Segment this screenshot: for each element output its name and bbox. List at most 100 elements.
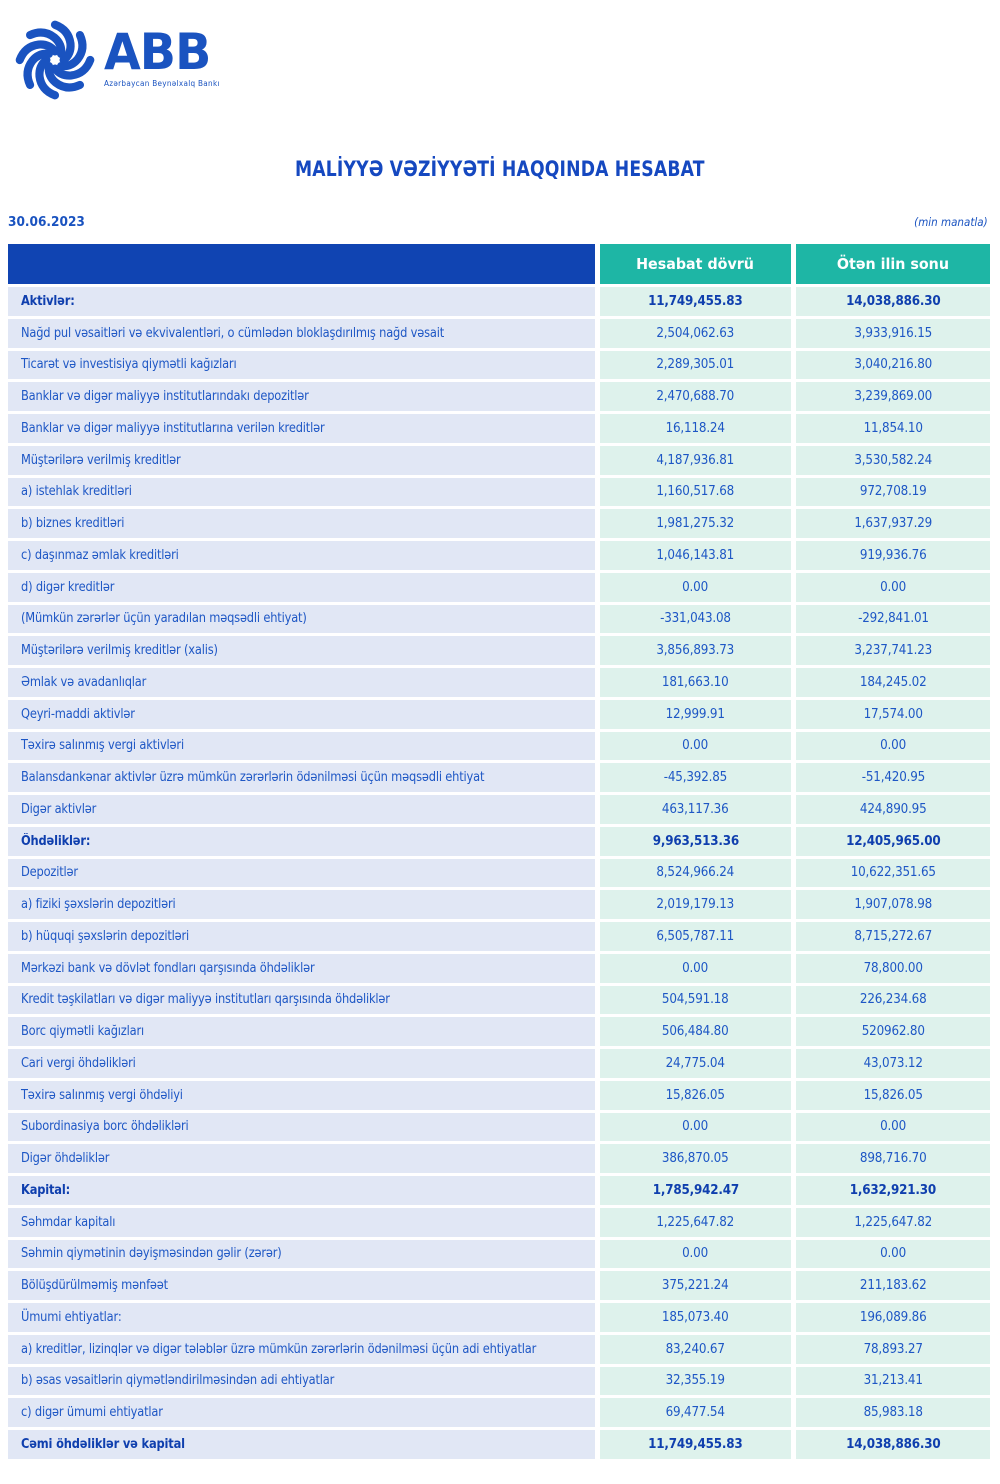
- value-previous: 226,234.68: [796, 985, 990, 1015]
- value-previous: 43,073.12: [796, 1049, 990, 1078]
- row-label: Banklar və digər maliyyə institutlarında…: [8, 382, 595, 411]
- value-previous: 919,936.76: [796, 541, 990, 570]
- value-current: 375,221.24: [600, 1271, 791, 1300]
- value-previous: 196,089.86: [796, 1303, 990, 1332]
- value-previous: 14,038,886.30: [796, 287, 990, 316]
- value-previous: 17,574.00: [796, 699, 990, 729]
- row-label: Aktivlər:: [8, 287, 595, 316]
- value-current: 1,160,517.68: [600, 477, 791, 507]
- value-previous: 10,622,351.65: [796, 858, 990, 888]
- page-title: MALİYYƏ VƏZİYYƏTİ HAQQINDA HESABAT: [295, 157, 705, 181]
- row-label: Ticarət və investisiya qiymətli kağızlar…: [8, 350, 595, 380]
- row-label: d) digər kreditlər: [8, 572, 595, 602]
- value-previous: 78,893.27: [796, 1334, 990, 1364]
- value-current: 0.00: [600, 731, 791, 761]
- row-label: Əmlak və avadanlıqlar: [8, 668, 595, 697]
- row-label: Kapital:: [8, 1176, 595, 1205]
- value-previous: 15,826.05: [796, 1080, 990, 1110]
- row-label: Bölüşdürülməmiş mənfəət: [8, 1271, 595, 1300]
- meta-row: 30.06.2023 (min manatla): [8, 214, 988, 230]
- value-current: 11,749,455.83: [600, 287, 791, 316]
- abb-pinwheel-icon: [15, 20, 95, 100]
- row-label: Qeyri-maddi aktivlər: [8, 699, 595, 729]
- value-previous: 424,890.95: [796, 795, 990, 824]
- value-previous: 3,040,216.80: [796, 350, 990, 380]
- row-label: Təxirə salınmış vergi öhdəliyi: [8, 1080, 595, 1110]
- value-current: 4,187,936.81: [600, 445, 791, 475]
- value-previous: 211,183.62: [796, 1271, 990, 1300]
- row-label: Cari vergi öhdəlikləri: [8, 1049, 595, 1078]
- row-label: (Mümkün zərərlər üçün yaradılan məqsədli…: [8, 604, 595, 634]
- value-previous: 12,405,965.00: [796, 826, 990, 856]
- value-current: 0.00: [600, 1112, 791, 1142]
- row-label: Müştərilərə verilmiş kreditlər (xalis): [8, 636, 595, 665]
- row-label: Borc qiymətli kağızları: [8, 1017, 595, 1046]
- row-label: Depozitlər: [8, 858, 595, 888]
- row-label: c) digər ümumi ehtiyatlar: [8, 1398, 595, 1427]
- row-label: c) daşınmaz əmlak kreditləri: [8, 541, 595, 570]
- row-label: b) hüquqi şəxslərin depozitləri: [8, 922, 595, 951]
- value-previous: 85,983.18: [796, 1398, 990, 1427]
- brand-subtitle: Azərbaycan Beynəlxalq Bankı: [104, 79, 220, 89]
- column-header-previous: Ötən ilin sonu: [796, 244, 990, 284]
- header-spacer-cell: [8, 244, 595, 284]
- value-current: -45,392.85: [600, 763, 791, 792]
- value-previous: 184,245.02: [796, 668, 990, 697]
- row-label: Kredit təşkilatları və digər maliyyə ins…: [8, 985, 595, 1015]
- column-header-current-label: Hesabat dövrü: [636, 255, 755, 273]
- value-previous: 78,800.00: [796, 953, 990, 983]
- value-current: 24,775.04: [600, 1049, 791, 1078]
- value-previous: 1,632,921.30: [796, 1176, 990, 1205]
- value-previous: 3,933,916.15: [796, 318, 990, 348]
- value-current: 2,019,179.13: [600, 890, 791, 919]
- row-label: Ümumi ehtiyatlar:: [8, 1303, 595, 1332]
- logo-text: ABB Azərbaycan Beynəlxalq Bankı: [104, 26, 223, 89]
- value-previous: 0.00: [796, 1239, 990, 1269]
- value-current: 504,591.18: [600, 985, 791, 1015]
- value-current: -331,043.08: [600, 604, 791, 634]
- value-current: 1,046,143.81: [600, 541, 791, 570]
- row-label: Təxirə salınmış vergi aktivləri: [8, 731, 595, 761]
- value-previous: 31,213.41: [796, 1366, 990, 1396]
- value-current: 1,981,275.32: [600, 509, 791, 538]
- value-previous: 0.00: [796, 731, 990, 761]
- column-header-current: Hesabat dövrü: [600, 244, 791, 284]
- row-label: Səhmin qiymətinin dəyişməsindən gəlir (z…: [8, 1239, 595, 1269]
- value-previous: 1,225,647.82: [796, 1207, 990, 1237]
- row-label: Digər öhdəliklər: [8, 1144, 595, 1173]
- value-previous: 8,715,272.67: [796, 922, 990, 951]
- row-label: a) fiziki şəxslərin depozitləri: [8, 890, 595, 919]
- value-current: 2,504,062.63: [600, 318, 791, 348]
- value-current: 11,749,455.83: [600, 1430, 791, 1459]
- value-previous: 1,907,078.98: [796, 890, 990, 919]
- row-label: Səhmdar kapitalı: [8, 1207, 595, 1237]
- page-title-wrap: MALİYYƏ VƏZİYYƏTİ HAQQINDA HESABAT: [0, 157, 1000, 181]
- value-current: 2,289,305.01: [600, 350, 791, 380]
- value-current: 32,355.19: [600, 1366, 791, 1396]
- value-current: 386,870.05: [600, 1144, 791, 1173]
- value-current: 15,826.05: [600, 1080, 791, 1110]
- unit-note: (min manatla): [914, 215, 988, 229]
- row-label: Mərkəzi bank və dövlət fondları qarşısın…: [8, 953, 595, 983]
- value-current: 3,856,893.73: [600, 636, 791, 665]
- brand-name: ABB: [104, 22, 211, 81]
- value-previous: -51,420.95: [796, 763, 990, 792]
- row-label: Subordinasiya borc öhdəlikləri: [8, 1112, 595, 1142]
- row-label: Öhdəliklər:: [8, 826, 595, 856]
- value-current: 0.00: [600, 572, 791, 602]
- value-previous: 14,038,886.30: [796, 1430, 990, 1459]
- value-current: 181,663.10: [600, 668, 791, 697]
- value-current: 506,484.80: [600, 1017, 791, 1046]
- value-current: 0.00: [600, 953, 791, 983]
- row-label: Nağd pul vəsaitləri və ekvivalentləri, o…: [8, 318, 595, 348]
- bank-logo: ABB Azərbaycan Beynəlxalq Bankı: [12, 8, 223, 106]
- row-label: a) kreditlər, lizinqlər və digər tələblə…: [8, 1334, 595, 1364]
- value-previous: -292,841.01: [796, 604, 990, 634]
- row-label: b) əsas vəsaitlərin qiymətləndirilməsind…: [8, 1366, 595, 1396]
- value-previous: 3,530,582.24: [796, 445, 990, 475]
- row-label: Müştərilərə verilmiş kreditlər: [8, 445, 595, 475]
- value-current: 8,524,966.24: [600, 858, 791, 888]
- value-current: 6,505,787.11: [600, 922, 791, 951]
- value-current: 83,240.67: [600, 1334, 791, 1364]
- value-current: 69,477.54: [600, 1398, 791, 1427]
